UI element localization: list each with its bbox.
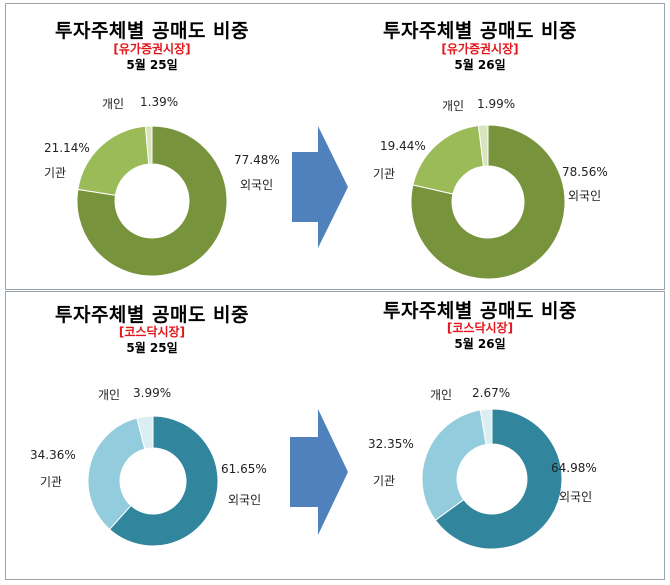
label-foreign: 외국인: [240, 178, 274, 192]
kosdaq-may25-chart: 투자주체별 공매도 비중 [코스닥시장] 5월 25일 개인 3.99% 34.…: [2, 292, 302, 577]
kospi-may26-chart: 투자주체별 공매도 비중 [유가증권시장] 5월 26일 개인 1.99% 19…: [330, 6, 630, 291]
label-foreign: 외국인: [228, 493, 262, 507]
value-institution: 34.36%: [30, 448, 76, 462]
value-institution: 21.14%: [44, 141, 90, 155]
kosdaq-may26-chart: 투자주체별 공매도 비중 [코스닥시장] 5월 26일 개인 2.67% 32.…: [330, 292, 630, 577]
chart-title: 투자주체별 공매도 비중: [54, 20, 250, 42]
foreign-segment: [434, 408, 563, 550]
individual-segment: [479, 408, 493, 446]
market-label: [코스닥시장]: [446, 321, 514, 335]
label-individual: 개인: [98, 388, 121, 402]
institution-segment: [421, 409, 487, 521]
kospi-may25-chart: 투자주체별 공매도 비중 [유가증권시장] 5월 25일 개인 1.39% 21…: [2, 6, 302, 291]
value-foreign: 64.98%: [551, 461, 597, 475]
label-individual: 개인: [442, 99, 465, 113]
label-individual: 개인: [430, 388, 453, 402]
chart-title: 투자주체별 공매도 비중: [54, 304, 250, 326]
foreign-segment: [76, 125, 228, 277]
individual-segment: [136, 415, 154, 450]
institution-segment: [77, 125, 150, 196]
label-foreign: 외국인: [559, 490, 593, 504]
value-individual: 1.39%: [140, 95, 179, 109]
date-label: 5월 26일: [454, 58, 506, 72]
donut-chart: [421, 408, 563, 550]
date-label: 5월 25일: [126, 58, 178, 72]
value-foreign: 61.65%: [221, 462, 267, 476]
donut-chart: [76, 125, 228, 277]
label-individual: 개인: [102, 97, 125, 111]
institution-segment: [87, 417, 146, 531]
label-institution: 기관: [44, 166, 67, 180]
label-foreign: 외국인: [568, 189, 602, 203]
individual-segment: [144, 125, 153, 165]
value-foreign: 77.48%: [234, 153, 280, 167]
foreign-segment: [410, 124, 566, 280]
individual-segment: [477, 124, 489, 167]
market-label: [유가증권시장]: [113, 42, 191, 56]
value-individual: 1.99%: [477, 97, 516, 111]
label-institution: 기관: [40, 475, 63, 489]
institution-segment: [412, 125, 485, 195]
foreign-segment: [108, 415, 219, 547]
date-label: 5월 25일: [126, 341, 178, 355]
market-label: [유가증권시장]: [441, 42, 519, 56]
value-individual: 2.67%: [472, 386, 511, 400]
chart-title: 투자주체별 공매도 비중: [382, 20, 578, 42]
label-institution: 기관: [373, 474, 396, 488]
date-label: 5월 26일: [454, 337, 506, 351]
right-arrow-icon: [290, 409, 348, 535]
value-institution: 19.44%: [380, 139, 426, 153]
value-individual: 3.99%: [133, 386, 172, 400]
value-foreign: 78.56%: [562, 165, 608, 179]
chart-title: 투자주체별 공매도 비중: [382, 300, 578, 322]
market-label: [코스닥시장]: [118, 325, 186, 339]
donut-chart: [87, 415, 219, 547]
right-arrow-icon: [292, 126, 348, 248]
donut-chart: [410, 124, 566, 280]
value-institution: 32.35%: [368, 437, 414, 451]
label-institution: 기관: [373, 167, 396, 181]
